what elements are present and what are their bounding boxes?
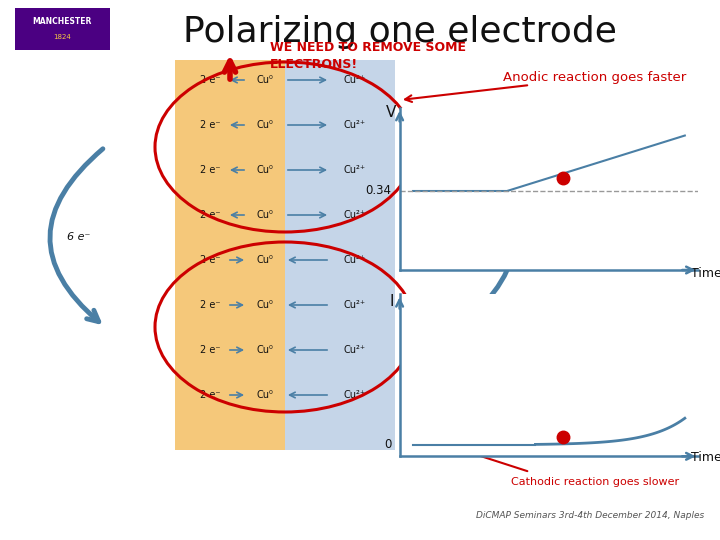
Text: Anodic reaction goes faster: Anodic reaction goes faster [503, 71, 687, 84]
Text: Cu²⁺: Cu²⁺ [344, 75, 366, 85]
Text: Cu²⁺: Cu²⁺ [344, 120, 366, 130]
Text: 2 e⁻: 2 e⁻ [199, 345, 220, 355]
Text: 2 e⁻: 2 e⁻ [199, 120, 220, 130]
Text: 6 e⁻: 6 e⁻ [67, 232, 90, 242]
Text: 0.34: 0.34 [366, 184, 392, 197]
Text: 2 e⁻: 2 e⁻ [199, 75, 220, 85]
Text: Cu⁰: Cu⁰ [256, 75, 274, 85]
Text: I: I [390, 294, 394, 309]
Text: Time: Time [691, 267, 720, 280]
Text: Cu⁰: Cu⁰ [256, 120, 274, 130]
Text: DiCMAP Seminars 3rd-4th December 2014, Naples: DiCMAP Seminars 3rd-4th December 2014, N… [476, 511, 704, 520]
Text: V: V [386, 105, 397, 120]
Text: Cu²⁺: Cu²⁺ [344, 255, 366, 265]
Text: 2 e⁻: 2 e⁻ [199, 255, 220, 265]
Text: Cu²⁺: Cu²⁺ [344, 210, 366, 220]
Text: Cu²⁺: Cu²⁺ [344, 300, 366, 310]
Text: 2 e⁻: 2 e⁻ [199, 165, 220, 175]
Text: 2 e⁻: 2 e⁻ [199, 300, 220, 310]
Text: Cu⁰: Cu⁰ [256, 300, 274, 310]
Text: 1824: 1824 [53, 34, 71, 40]
Text: Cu²⁺: Cu²⁺ [344, 345, 366, 355]
Text: WE NEED TO REMOVE SOME
ELECTRONS!: WE NEED TO REMOVE SOME ELECTRONS! [270, 41, 466, 71]
Text: Cu⁰: Cu⁰ [256, 255, 274, 265]
Text: Cu⁰: Cu⁰ [256, 165, 274, 175]
FancyBboxPatch shape [15, 8, 110, 50]
Text: MANCHESTER: MANCHESTER [32, 17, 91, 25]
Text: Polarizing one electrode: Polarizing one electrode [183, 15, 617, 49]
Text: 0: 0 [384, 438, 392, 451]
Text: Cu²⁺: Cu²⁺ [344, 390, 366, 400]
Text: Time: Time [691, 451, 720, 464]
Text: Cu⁰: Cu⁰ [256, 345, 274, 355]
FancyBboxPatch shape [285, 60, 395, 450]
FancyBboxPatch shape [175, 60, 285, 450]
Text: 3 Cu²⁺: 3 Cu²⁺ [468, 232, 504, 242]
Text: 2 e⁻: 2 e⁻ [199, 210, 220, 220]
Text: Cu⁰: Cu⁰ [256, 210, 274, 220]
Text: 2 e⁻: 2 e⁻ [199, 390, 220, 400]
Text: Cu²⁺: Cu²⁺ [344, 165, 366, 175]
Text: Cathodic reaction goes slower: Cathodic reaction goes slower [511, 477, 679, 487]
Text: Cu⁰: Cu⁰ [256, 390, 274, 400]
